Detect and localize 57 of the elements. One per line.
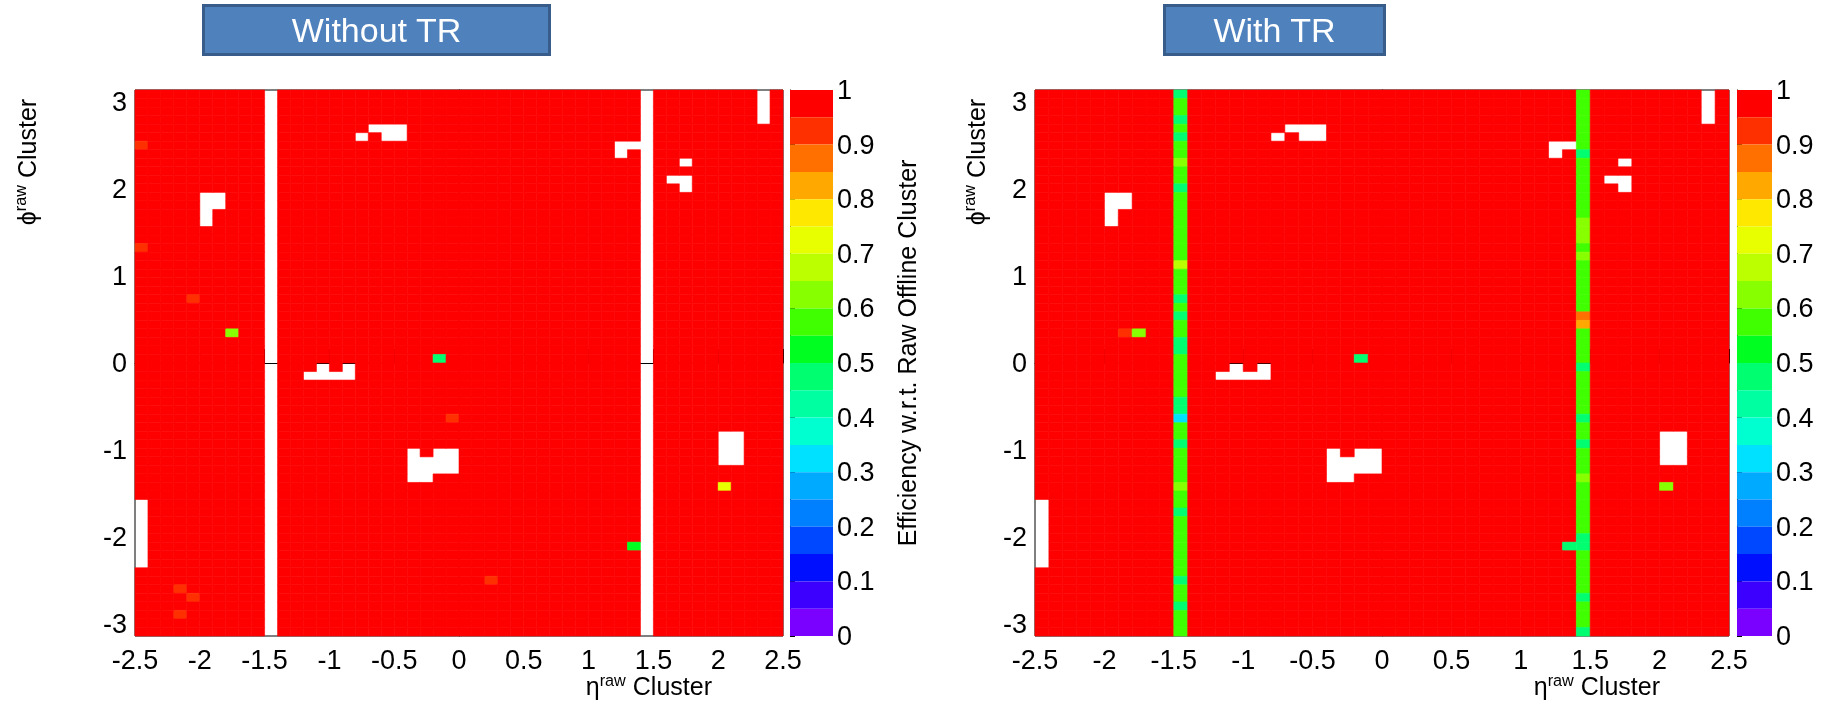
x-tick-label: 1 bbox=[1513, 644, 1529, 675]
y-tick-label: 1 bbox=[111, 261, 127, 292]
y-tick-label: 1 bbox=[1011, 261, 1027, 292]
y-tick-label: -1 bbox=[102, 434, 127, 465]
color-bar-label: 0.7 bbox=[1776, 238, 1814, 269]
color-bar-label: 1 bbox=[837, 75, 853, 105]
y-tick-label: 2 bbox=[111, 174, 127, 205]
x-tick-label: -2 bbox=[1092, 644, 1117, 675]
x-tick-label: -2.5 bbox=[111, 644, 159, 675]
color-bar-label: 0.6 bbox=[837, 293, 875, 324]
color-bar-label: 0.2 bbox=[1776, 511, 1814, 542]
x-tick-label: 2.5 bbox=[1710, 644, 1748, 675]
y-tick-label: -1 bbox=[1002, 434, 1027, 465]
y-tick-label: 2 bbox=[1011, 174, 1027, 205]
color-bar-label: 0 bbox=[837, 621, 853, 651]
color-bar-label: 0.8 bbox=[837, 184, 875, 215]
y-tick-label: 0 bbox=[111, 348, 127, 378]
color-bar-label: 0.8 bbox=[1776, 184, 1814, 215]
color-bar-label: 0.4 bbox=[1776, 402, 1814, 433]
x-tick-label: 0.5 bbox=[1432, 644, 1471, 675]
color-bar-label: 0.5 bbox=[1776, 348, 1814, 378]
chart-title: With TR bbox=[1212, 9, 1337, 51]
y-tick-label: 3 bbox=[1011, 87, 1027, 118]
y-tick-label: -3 bbox=[102, 608, 127, 639]
y-tick-label: 3 bbox=[111, 87, 127, 118]
color-bar-label: 0.4 bbox=[837, 402, 875, 433]
color-bar-label: 0.3 bbox=[837, 457, 875, 488]
x-tick-label: 0.5 bbox=[505, 644, 543, 675]
color-bar-label: 0.9 bbox=[837, 129, 875, 160]
y-tick-label: -2 bbox=[102, 521, 127, 552]
color-bar-label: 0 bbox=[1776, 621, 1792, 651]
color-bar-label: 0.1 bbox=[837, 566, 875, 597]
x-tick-label: 0 bbox=[451, 644, 467, 675]
x-tick-label: -0.5 bbox=[1289, 644, 1336, 675]
y-tick-label: 0 bbox=[1011, 348, 1027, 378]
x-tick-label: 0 bbox=[1374, 644, 1390, 675]
color-bar-label: 0.7 bbox=[837, 238, 875, 269]
x-tick-label: -1 bbox=[1231, 644, 1256, 675]
color-bar-label: 0.1 bbox=[1776, 566, 1814, 597]
chart-title: Without TR bbox=[202, 4, 551, 56]
color-bar-label: 0.5 bbox=[837, 348, 875, 378]
x-tick-label: -1.5 bbox=[1150, 644, 1198, 675]
x-tick-label: -2.5 bbox=[1011, 644, 1059, 675]
y-tick-label: -3 bbox=[1002, 608, 1027, 639]
y-tick-label: -2 bbox=[1002, 521, 1027, 552]
color-bar-label: 0.2 bbox=[837, 511, 875, 542]
color-bar-label: 0.6 bbox=[1776, 293, 1814, 324]
color-bar-label: 0.3 bbox=[1776, 457, 1814, 488]
color-bar-title: Efficiency w.r.t. Raw Offline Cluster bbox=[892, 159, 921, 547]
x-tick-label: 2.5 bbox=[764, 644, 802, 675]
x-tick-label: -1 bbox=[317, 644, 342, 675]
x-tick-label: 2 bbox=[710, 644, 726, 675]
x-tick-label: -2 bbox=[187, 644, 212, 675]
color-bar-label: 1 bbox=[1776, 75, 1792, 105]
color-bar-label: 0.9 bbox=[1776, 129, 1814, 160]
x-tick-label: -1.5 bbox=[241, 644, 288, 675]
x-tick-label: -0.5 bbox=[370, 644, 418, 675]
